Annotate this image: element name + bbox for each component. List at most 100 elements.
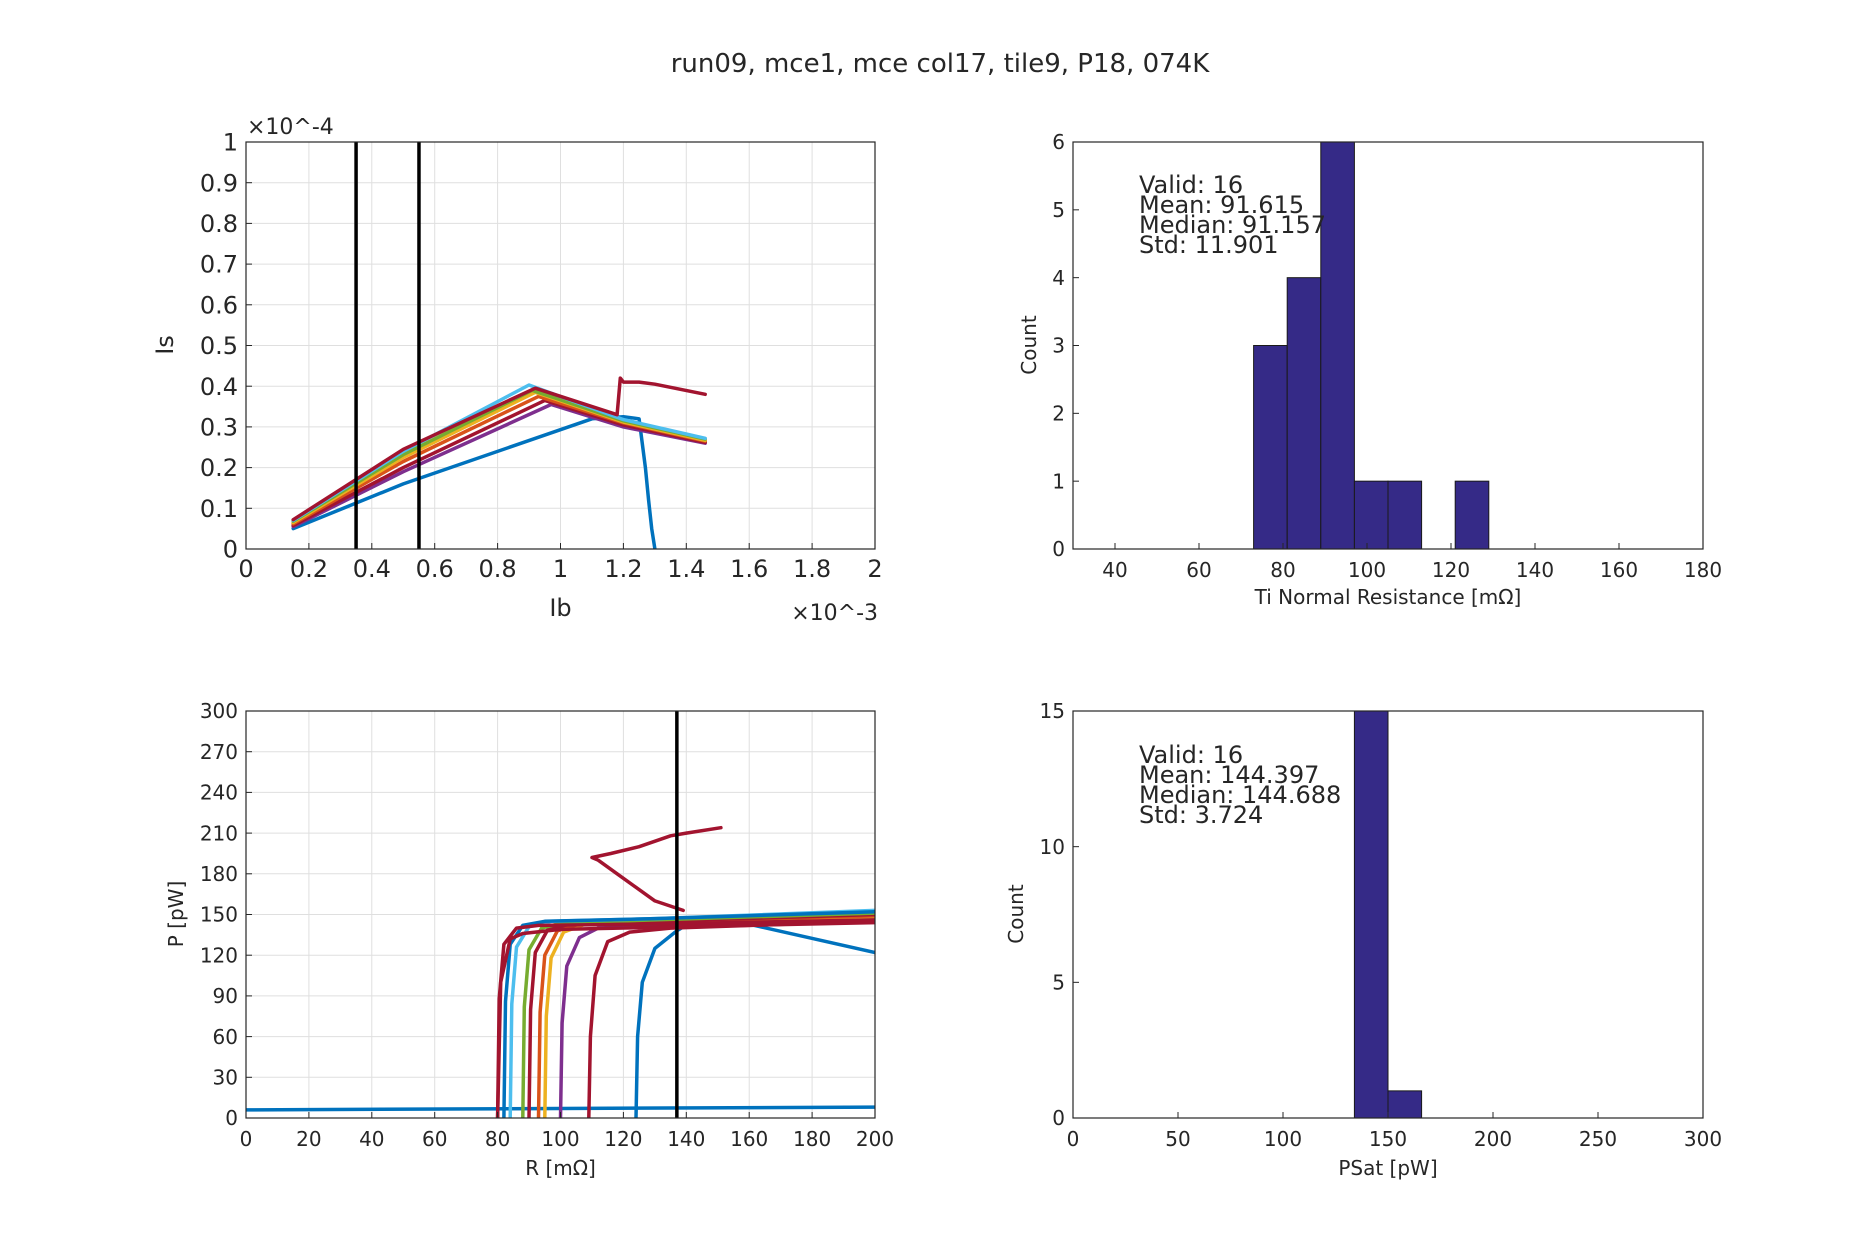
rn-hist-x-tick-label: 140 [1516, 558, 1554, 582]
rn-hist-y-tick-label: 0 [1052, 537, 1065, 561]
rn-hist-y-tick-label: 3 [1052, 334, 1065, 358]
iv-x-tick-label: 1.2 [604, 555, 642, 583]
pr-y-tick-label: 120 [200, 943, 238, 967]
iv-y-axis-label: Is [151, 335, 179, 355]
psat-stat-std: Std: 3.724 [1139, 801, 1263, 829]
iv-y-tick-label: 0.5 [200, 332, 238, 360]
pr-x-tick-label: 100 [541, 1127, 579, 1151]
rn-hist-y-tick-label: 4 [1052, 266, 1065, 290]
iv-x-tick-label: 1.6 [730, 555, 768, 583]
pr-x-tick-label: 20 [296, 1127, 321, 1151]
panel-iv: 0 0.2 0.4 0.6 0.8 1 1.2 1.4 1.6 1.8 2 0 0.1 0.2 0.3 0.4… [151, 115, 883, 626]
rn-stat-median: Median: 91.157 [1139, 211, 1326, 239]
psat-hist-x-tick-label: 50 [1165, 1127, 1190, 1151]
rn-hist-x-tick-label: 100 [1348, 558, 1386, 582]
rn-hist-x-tick-label: 180 [1684, 558, 1722, 582]
psat-hist-y-tick-label: 15 [1040, 699, 1065, 723]
iv-x-tick-label: 0.4 [353, 555, 391, 583]
rn-hist-bar [1286, 277, 1322, 550]
figure-title: run09, mce1, mce col17, tile9, P18, 074K [671, 49, 1210, 79]
psat-hist-x-axis-label: PSat [pW] [1338, 1156, 1437, 1180]
pr-y-axis-label: P [pW] [164, 881, 188, 948]
psat-hist-x-tick-label: 200 [1474, 1127, 1512, 1151]
psat-hist-y-tick-label: 0 [1052, 1106, 1065, 1130]
pr-x-tick-label: 0 [240, 1127, 253, 1151]
rn-stat-std: Std: 11.901 [1139, 231, 1279, 259]
rn-hist-y-axis-label: Count [1017, 315, 1041, 375]
rn-hist-x-axis-label: Ti Normal Resistance [mΩ] [1254, 585, 1522, 609]
rn-stat-mean: Mean: 91.615 [1139, 191, 1304, 219]
rn-hist-bar [1253, 345, 1288, 550]
iv-series-line [291, 414, 657, 549]
pr-y-tick-label: 60 [213, 1025, 238, 1049]
pr-y-tick-label: 90 [213, 984, 238, 1008]
pr-x-tick-label: 40 [359, 1127, 384, 1151]
iv-series-line [291, 376, 707, 522]
pr-y-tick-label: 300 [200, 699, 238, 723]
pr-plot-area: 0 20 40 60 80 100 120 140 160 180 200 0 30 60 90 120 150… [164, 699, 894, 1180]
pr-x-tick-label: 80 [485, 1127, 510, 1151]
rn-hist-x-tick-label: 120 [1432, 558, 1470, 582]
pr-y-tick-label: 0 [225, 1106, 238, 1130]
iv-y-tick-label: 0 [223, 536, 238, 564]
psat-hist-plot-area: 0 50 100 150 200 250 300 0 5 10 15 PSat [pW] Count [1004, 699, 1722, 1180]
psat-hist-y-tick-label: 5 [1052, 971, 1065, 995]
psat-hist-x-tick-label: 300 [1684, 1127, 1722, 1151]
iv-x-tick-label: 1.4 [667, 555, 705, 583]
psat-hist-x-tick-label: 100 [1264, 1127, 1302, 1151]
iv-series-line [291, 398, 707, 528]
pr-series-line [502, 910, 875, 1118]
pr-y-tick-label: 210 [200, 821, 238, 845]
psat-hist-x-tick-label: 250 [1579, 1127, 1617, 1151]
rn-hist-bar [1353, 480, 1389, 550]
iv-series-group [291, 142, 707, 549]
pr-y-tick-label: 150 [200, 903, 238, 927]
rn-hist-x-tick-label: 160 [1600, 558, 1638, 582]
psat-hist-y-tick-label: 10 [1040, 835, 1065, 859]
iv-x-tick-label: 0.2 [290, 555, 328, 583]
iv-y-tick-label: 0.2 [200, 454, 238, 482]
psat-hist-y-axis-label: Count [1004, 884, 1028, 944]
pr-y-tick-label: 180 [200, 862, 238, 886]
iv-y-tick-label: 0.4 [200, 373, 238, 401]
iv-x-tick-label: 0.8 [479, 555, 517, 583]
pr-y-tick-label: 30 [213, 1066, 238, 1090]
iv-y-tick-label: 0.1 [200, 495, 238, 523]
panel-pr: 0 20 40 60 80 100 120 140 160 180 200 0 30 60 90 120 150… [164, 699, 894, 1180]
pr-y-tick-label: 240 [200, 781, 238, 805]
iv-x-tick-label: 0 [238, 555, 253, 583]
pr-x-axis-label: R [mΩ] [525, 1156, 596, 1180]
rn-hist-x-tick-label: 40 [1102, 558, 1127, 582]
pr-y-tick-label: 270 [200, 740, 238, 764]
rn-hist-y-tick-label: 6 [1052, 130, 1065, 154]
pr-x-tick-label: 180 [793, 1127, 831, 1151]
iv-x-axis-label: Ib [549, 594, 571, 622]
rn-hist-bar [1454, 480, 1490, 550]
panel-psat-hist: 0 50 100 150 200 250 300 0 5 10 15 PSat [pW] Count V… [1004, 699, 1722, 1180]
rn-hist-y-tick-label: 5 [1052, 198, 1065, 222]
iv-x-tick-label: 2 [867, 555, 882, 583]
rn-hist-plot-area: 40 60 80 100 120 140 160 180 0 1 2 3 4 5 6 Ti Normal Re… [1017, 130, 1722, 609]
pr-x-tick-label: 120 [604, 1127, 642, 1151]
iv-y-tick-label: 0.7 [200, 251, 238, 279]
iv-y-tick-label: 0.6 [200, 291, 238, 319]
psat-hist-bar [1353, 710, 1389, 1119]
rn-hist-x-tick-label: 60 [1186, 558, 1211, 582]
iv-y-tick-label: 0.9 [200, 169, 238, 197]
iv-y-exponent: ×10^-4 [247, 115, 334, 140]
rn-hist-y-tick-label: 2 [1052, 402, 1065, 426]
psat-stat-mean: Mean: 144.397 [1139, 761, 1319, 789]
iv-x-tick-label: 1 [553, 555, 568, 583]
rn-hist-bar [1387, 480, 1423, 550]
pr-x-tick-label: 160 [730, 1127, 768, 1151]
pr-series-line [495, 920, 875, 1118]
psat-stat-valid: Valid: 16 [1139, 741, 1243, 769]
rn-hist-y-tick-label: 1 [1052, 469, 1065, 493]
pr-x-tick-label: 140 [667, 1127, 705, 1151]
psat-hist-x-tick-label: 0 [1067, 1127, 1080, 1151]
iv-x-tick-label: 0.6 [416, 555, 454, 583]
panel-rn-hist: 40 60 80 100 120 140 160 180 0 1 2 3 4 5 6 Ti Normal Re… [1017, 130, 1722, 609]
rn-stat-valid: Valid: 16 [1139, 171, 1243, 199]
iv-y-tick-label: 0.3 [200, 414, 238, 442]
